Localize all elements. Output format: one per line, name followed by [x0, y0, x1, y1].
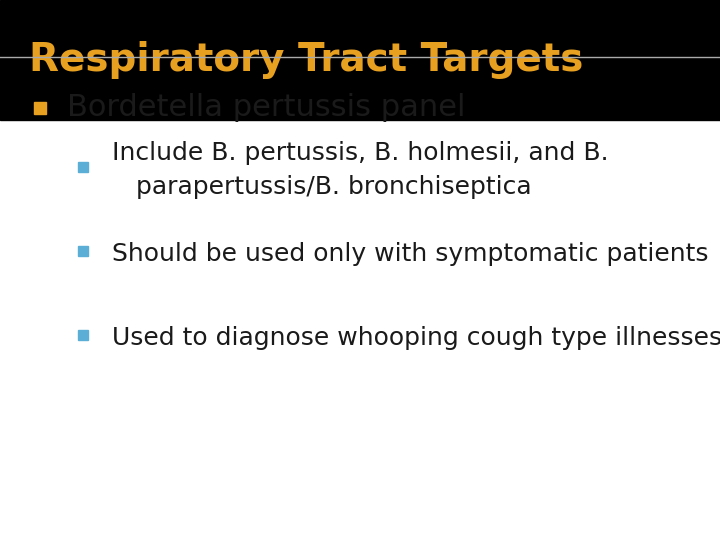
- Text: Include B. pertussis, B. holmesii, and B.
   parapertussis/B. bronchiseptica: Include B. pertussis, B. holmesii, and B…: [112, 141, 608, 199]
- Text: Respiratory Tract Targets: Respiratory Tract Targets: [29, 41, 583, 79]
- Text: Bordetella pertussis panel: Bordetella pertussis panel: [67, 93, 465, 123]
- Text: Used to diagnose whooping cough type illnesses: Used to diagnose whooping cough type ill…: [112, 326, 720, 349]
- Text: Should be used only with symptomatic patients: Should be used only with symptomatic pat…: [112, 242, 708, 266]
- Bar: [0, 0, 720, 120]
